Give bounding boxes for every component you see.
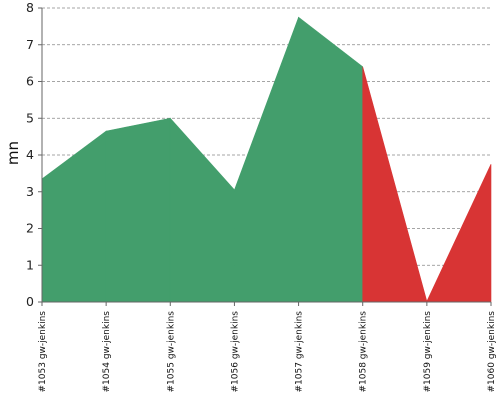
x-tick-label-8: #1060 gw-jenkins [487,311,497,393]
x-tick-label-3: #1055 gw-jenkins [166,311,176,393]
x-tick-label-6: #1058 gw-jenkins [359,311,369,393]
axes [38,7,492,306]
x-tick-label-4: #1056 gw-jenkins [230,311,240,393]
area-series [41,16,492,303]
y-tick-label-7: 7 [26,37,34,52]
y-axis-label: mn [4,141,22,165]
y-tick-label-8: 8 [26,0,34,15]
x-tick-label-7: #1059 gw-jenkins [423,311,433,393]
area-segment-7-failure [426,164,492,303]
y-tick-label-1: 1 [26,257,34,272]
y-tick-label-6: 6 [26,74,34,89]
x-tick-label-5: #1057 gw-jenkins [295,311,305,393]
y-tick-label-0: 0 [26,294,34,309]
area-segment-2-success [105,117,171,303]
y-tick-labels: 0 1 2 3 4 5 6 7 8 [26,0,34,309]
y-tick-label-5: 5 [26,110,34,125]
y-tick-label-3: 3 [26,184,34,199]
y-tick-label-2: 2 [26,221,34,236]
area-segment-5-success [298,16,364,303]
area-segment-1-success [41,130,107,303]
area-segment-6-failure [362,66,428,303]
x-tick-label-2: #1054 gw-jenkins [102,311,112,393]
x-tick-label-1: #1053 gw-jenkins [38,311,48,393]
x-tick-labels: #1053 gw-jenkins #1054 gw-jenkins #1055 gw… [38,311,497,393]
area-segment-3-success [169,117,235,303]
y-tick-label-4: 4 [26,147,34,162]
area-segment-4-success [234,17,299,303]
